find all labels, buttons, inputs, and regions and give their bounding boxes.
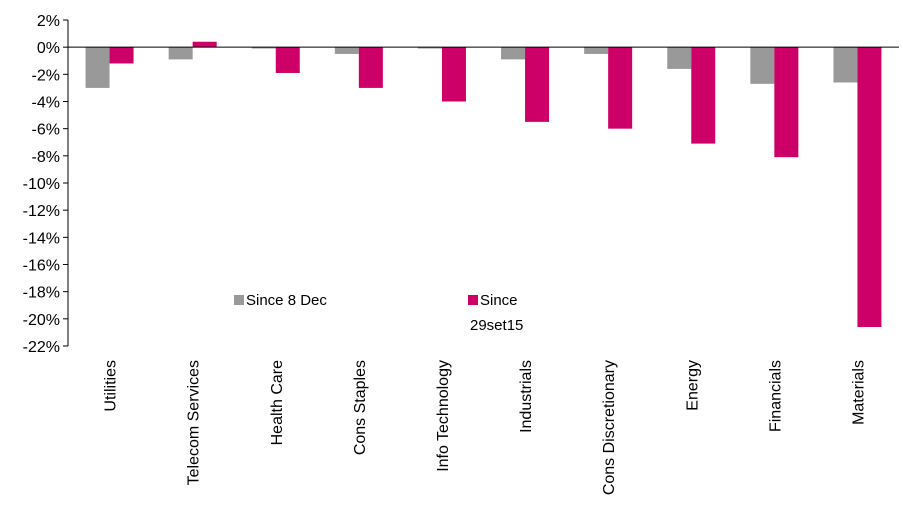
bar-since-8-dec-materials [833,47,858,83]
y-axis: 2% 0% -2% -4% -6% -8% -10% -12% -14% -16% -18% -20%… [23,13,69,356]
bar-since-29set15-telecom-services [192,41,217,48]
legend-label-since-8-dec: Since 8 Dec [246,292,327,309]
x-axis-labels: Utilities Telecom Services Health Care Cons… [103,360,868,495]
bar-since-8-dec-industrials [501,47,526,60]
bar-since-29set15-materials [857,47,882,327]
y-tick-label: -12% [23,203,60,220]
x-category-label: Health Care [269,360,286,445]
x-category-label: Materials [850,360,867,425]
legend-label-since-29set15-line-2: 29set15 [470,317,523,334]
x-category-label: Cons Discretionary [601,360,618,495]
y-tick-label: -14% [23,230,60,247]
bar-since-8-dec-utilities [85,47,110,88]
y-tick-label: -16% [23,258,60,275]
y-tick-label: 0% [37,40,60,57]
bar-since-29set15-info-technology [441,47,466,102]
bar-since-29set15-health-care [275,47,300,73]
legend-label-since-29set15-line-1: Since [480,292,518,309]
x-category-label: Info Technology [435,360,452,472]
bar-since-8-dec-energy [667,47,692,69]
x-category-label: Energy [684,360,701,411]
y-tick-label: -20% [23,312,60,329]
x-category-label: Telecom Services [186,360,203,485]
bar-since-8-dec-financials [750,47,775,84]
bars [85,41,882,327]
legend: Since 8 Dec Since 29set15 [234,292,523,334]
y-tick-label: -8% [32,149,60,166]
x-category-label: Cons Staples [352,360,369,455]
y-tick-label: -18% [23,285,60,302]
bar-since-29set15-industrials [525,47,550,122]
bar-since-8-dec-health-care [251,47,276,49]
y-tick-label: -6% [32,122,60,139]
bar-since-29set15-utilities [109,47,134,64]
bar-since-8-dec-info-technology [417,47,442,49]
bar-since-29set15-cons-staples [358,47,383,88]
legend-swatch-since-29set15 [468,295,478,305]
y-tick-label: 2% [37,13,60,30]
bar-since-29set15-cons-discretionary [608,47,633,129]
x-category-label: Industrials [518,360,535,433]
y-tick-label: -10% [23,176,60,193]
y-tick-label: -4% [32,95,60,112]
bar-since-29set15-financials [774,47,799,158]
legend-swatch-since-8-dec [234,295,244,305]
bar-since-8-dec-cons-discretionary [584,47,609,54]
bar-since-8-dec-telecom-services [168,47,193,60]
x-category-label: Financials [767,360,784,432]
bar-since-29set15-energy [691,47,716,144]
bar-since-8-dec-cons-staples [334,47,359,54]
y-tick-label: -2% [32,67,60,84]
x-category-label: Utilities [103,360,120,412]
y-tick-label: -22% [23,339,60,356]
